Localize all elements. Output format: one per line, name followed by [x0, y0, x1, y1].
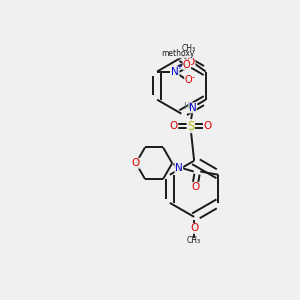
Text: CH₃: CH₃	[187, 236, 201, 245]
Text: O: O	[204, 121, 212, 131]
Text: O: O	[184, 75, 192, 85]
Text: S: S	[187, 120, 194, 133]
Text: CH₃: CH₃	[182, 44, 196, 53]
Text: +: +	[176, 64, 182, 70]
Text: O: O	[169, 121, 178, 131]
Text: O: O	[191, 182, 200, 192]
Text: O: O	[132, 158, 140, 168]
Text: N: N	[171, 67, 179, 76]
Text: O: O	[183, 60, 190, 70]
Text: H: H	[183, 102, 190, 111]
Text: O: O	[187, 57, 195, 67]
Text: methoxy: methoxy	[162, 49, 195, 58]
Text: N: N	[189, 103, 196, 113]
Text: N: N	[175, 163, 183, 173]
Text: O: O	[190, 224, 198, 233]
Text: -: -	[191, 73, 194, 82]
